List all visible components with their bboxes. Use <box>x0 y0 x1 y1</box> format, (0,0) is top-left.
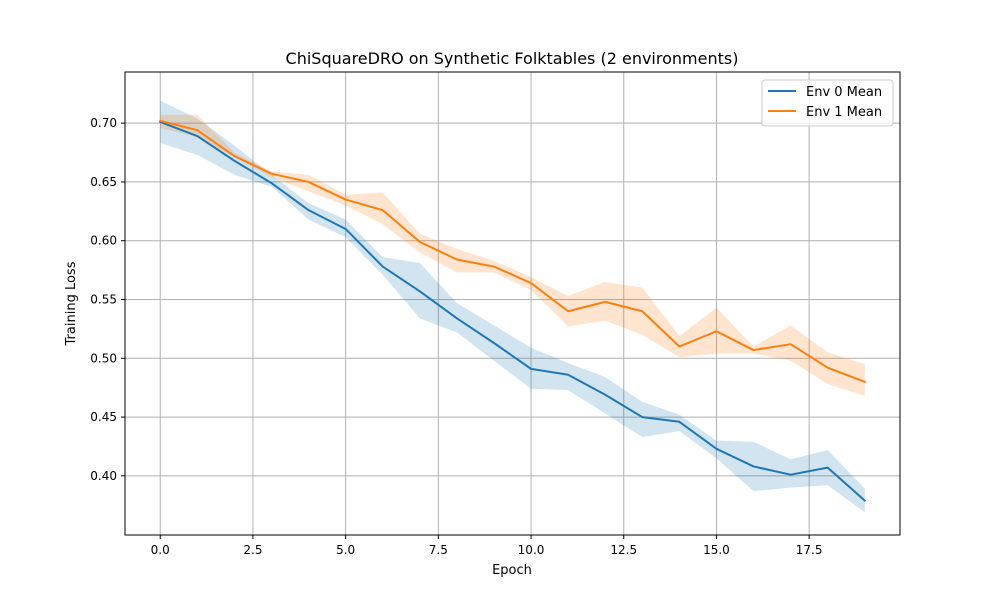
y-axis: 0.40 0.45 0.50 0.55 0.60 0.65 0.70 <box>90 116 125 483</box>
x-tick-label: 17.5 <box>796 543 823 557</box>
x-tick-label: 5.0 <box>336 543 355 557</box>
x-tick-label: 7.5 <box>429 543 448 557</box>
x-tick-label: 0.0 <box>151 543 170 557</box>
y-tick-label: 0.70 <box>90 116 117 130</box>
x-axis: 0.0 2.5 5.0 7.5 10.0 12.5 15.0 17.5 <box>151 535 823 557</box>
y-tick-label: 0.50 <box>90 351 117 365</box>
legend-label-1: Env 1 Mean <box>806 105 882 120</box>
y-axis-label: Training Loss <box>64 261 79 346</box>
x-tick-label: 10.0 <box>518 543 545 557</box>
y-tick-label: 0.65 <box>90 175 117 189</box>
y-tick-label: 0.55 <box>90 293 117 307</box>
y-tick-label: 0.40 <box>90 469 117 483</box>
x-axis-label: Epoch <box>492 563 532 578</box>
series-lines <box>158 119 867 502</box>
series-line-0 <box>158 120 867 502</box>
confidence-bands <box>160 100 865 513</box>
chart-title: ChiSquareDRO on Synthetic Folktables (2 … <box>286 49 739 68</box>
y-tick-label: 0.45 <box>90 410 117 424</box>
legend: Env 0 Mean Env 1 Mean <box>761 79 894 127</box>
y-tick-label: 0.60 <box>90 234 117 248</box>
grid <box>125 72 900 535</box>
series-line-1 <box>159 119 867 384</box>
confidence-band-0 <box>160 100 865 513</box>
x-tick-label: 2.5 <box>243 543 262 557</box>
x-tick-label: 15.0 <box>703 543 730 557</box>
legend-label-0: Env 0 Mean <box>806 85 882 100</box>
x-tick-label: 12.5 <box>610 543 637 557</box>
plot-frame <box>124 71 901 536</box>
